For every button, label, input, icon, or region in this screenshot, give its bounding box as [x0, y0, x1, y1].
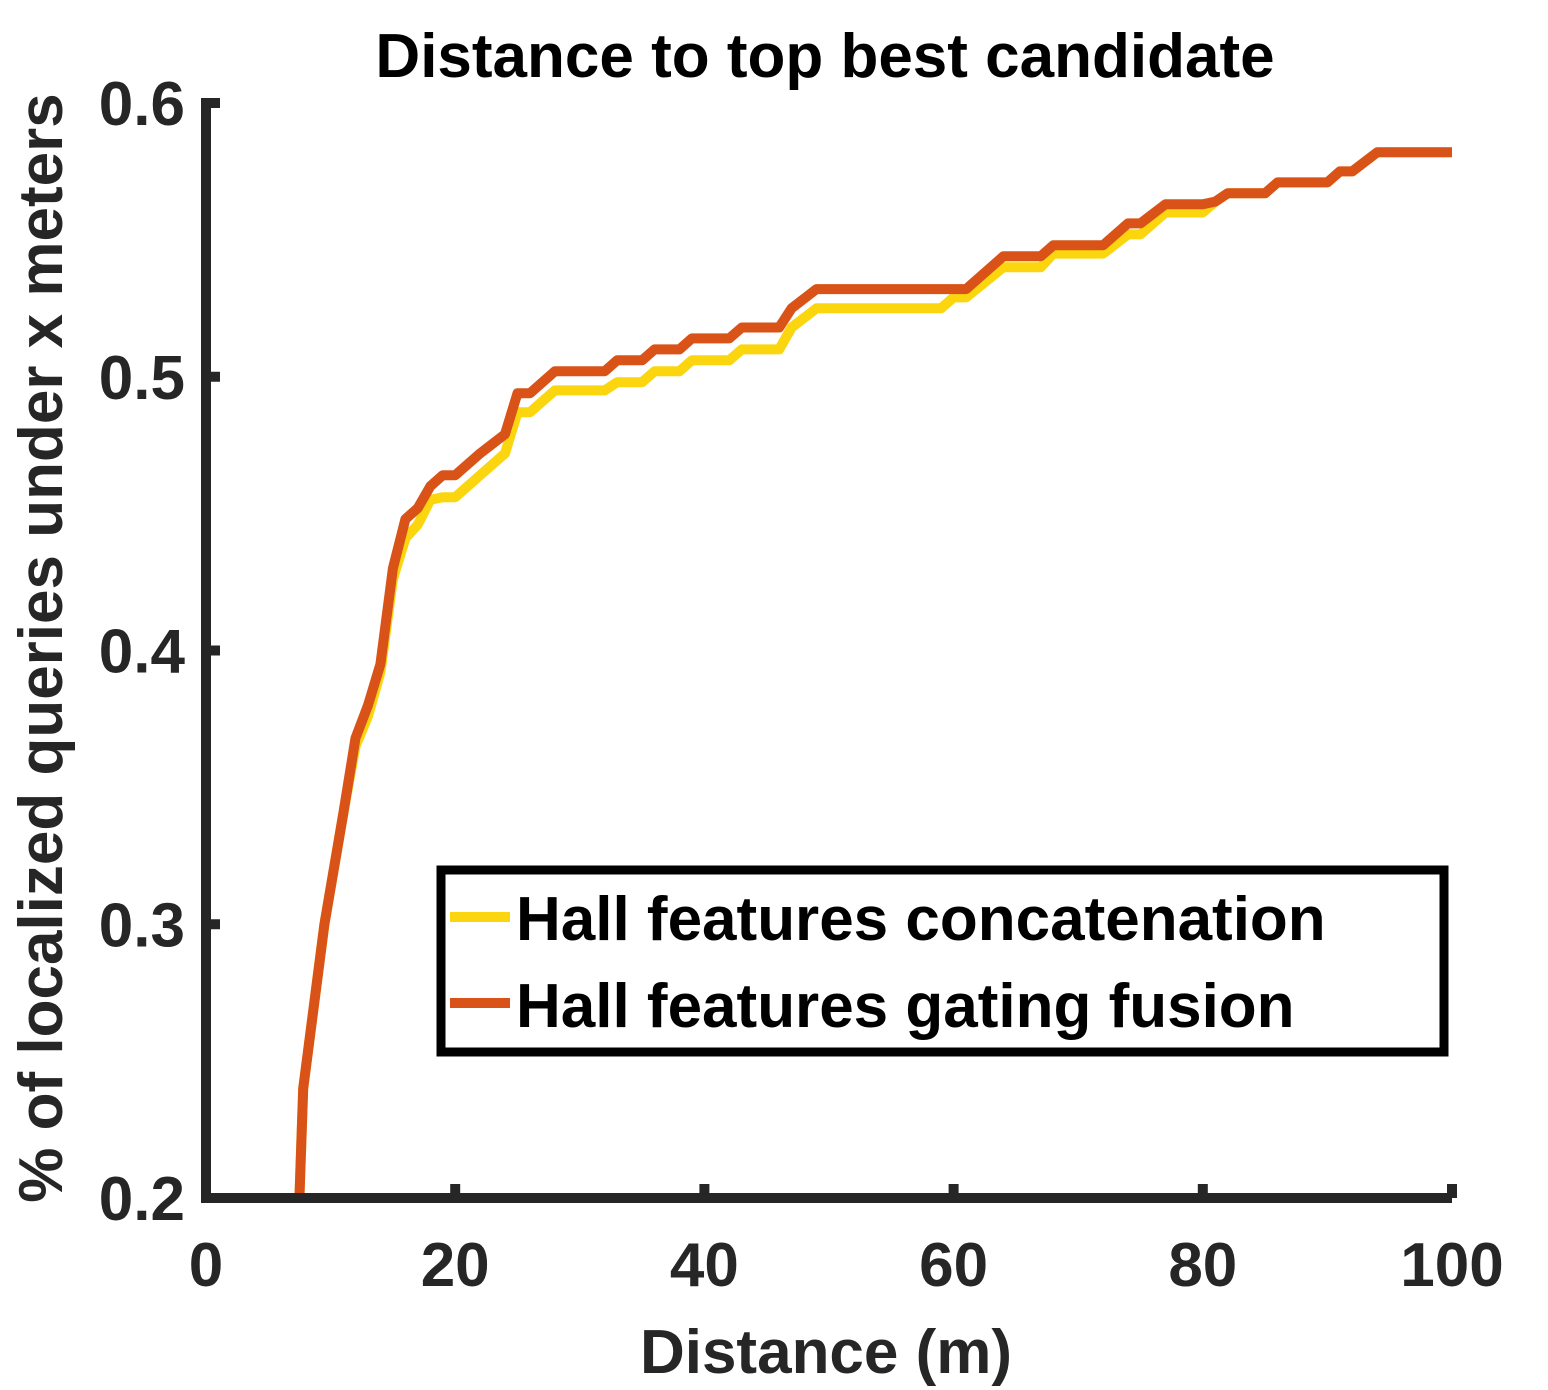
x-tick-label: 20 [421, 1231, 490, 1300]
x-tick-label: 100 [1400, 1231, 1503, 1300]
x-tick-label: 0 [189, 1231, 223, 1300]
y-tick-label: 0.4 [99, 618, 186, 687]
y-axis-label: % of localized queries under x meters [7, 93, 76, 1202]
legend-label-hall-features-gating-fusion: Hall features gating fusion [516, 972, 1295, 1041]
y-tick-label: 0.3 [99, 891, 185, 960]
x-tick-label: 80 [1168, 1231, 1237, 1300]
legend-label-hall-features-concatenation: Hall features concatenation [516, 885, 1326, 954]
x-axis-label: Distance (m) [640, 1318, 1012, 1387]
legend-box [436, 865, 1449, 1057]
y-tick-label: 0.5 [99, 344, 185, 413]
series-layer [294, 147, 1452, 1199]
legend: Hall features concatenation Hall feature… [436, 865, 1449, 1057]
chart-title: Distance to top best candidate [375, 22, 1274, 91]
tick-layer: 0 20 40 60 80 100 0.2 0.3 0.4 0.5 0.6 [99, 70, 1504, 1300]
x-tick-label: 40 [670, 1231, 739, 1300]
series-line-hall-features-gating-fusion [294, 147, 1452, 1199]
y-tick-label: 0.2 [99, 1165, 185, 1234]
x-tick-label: 60 [919, 1231, 988, 1300]
y-tick-label: 0.6 [99, 70, 185, 139]
